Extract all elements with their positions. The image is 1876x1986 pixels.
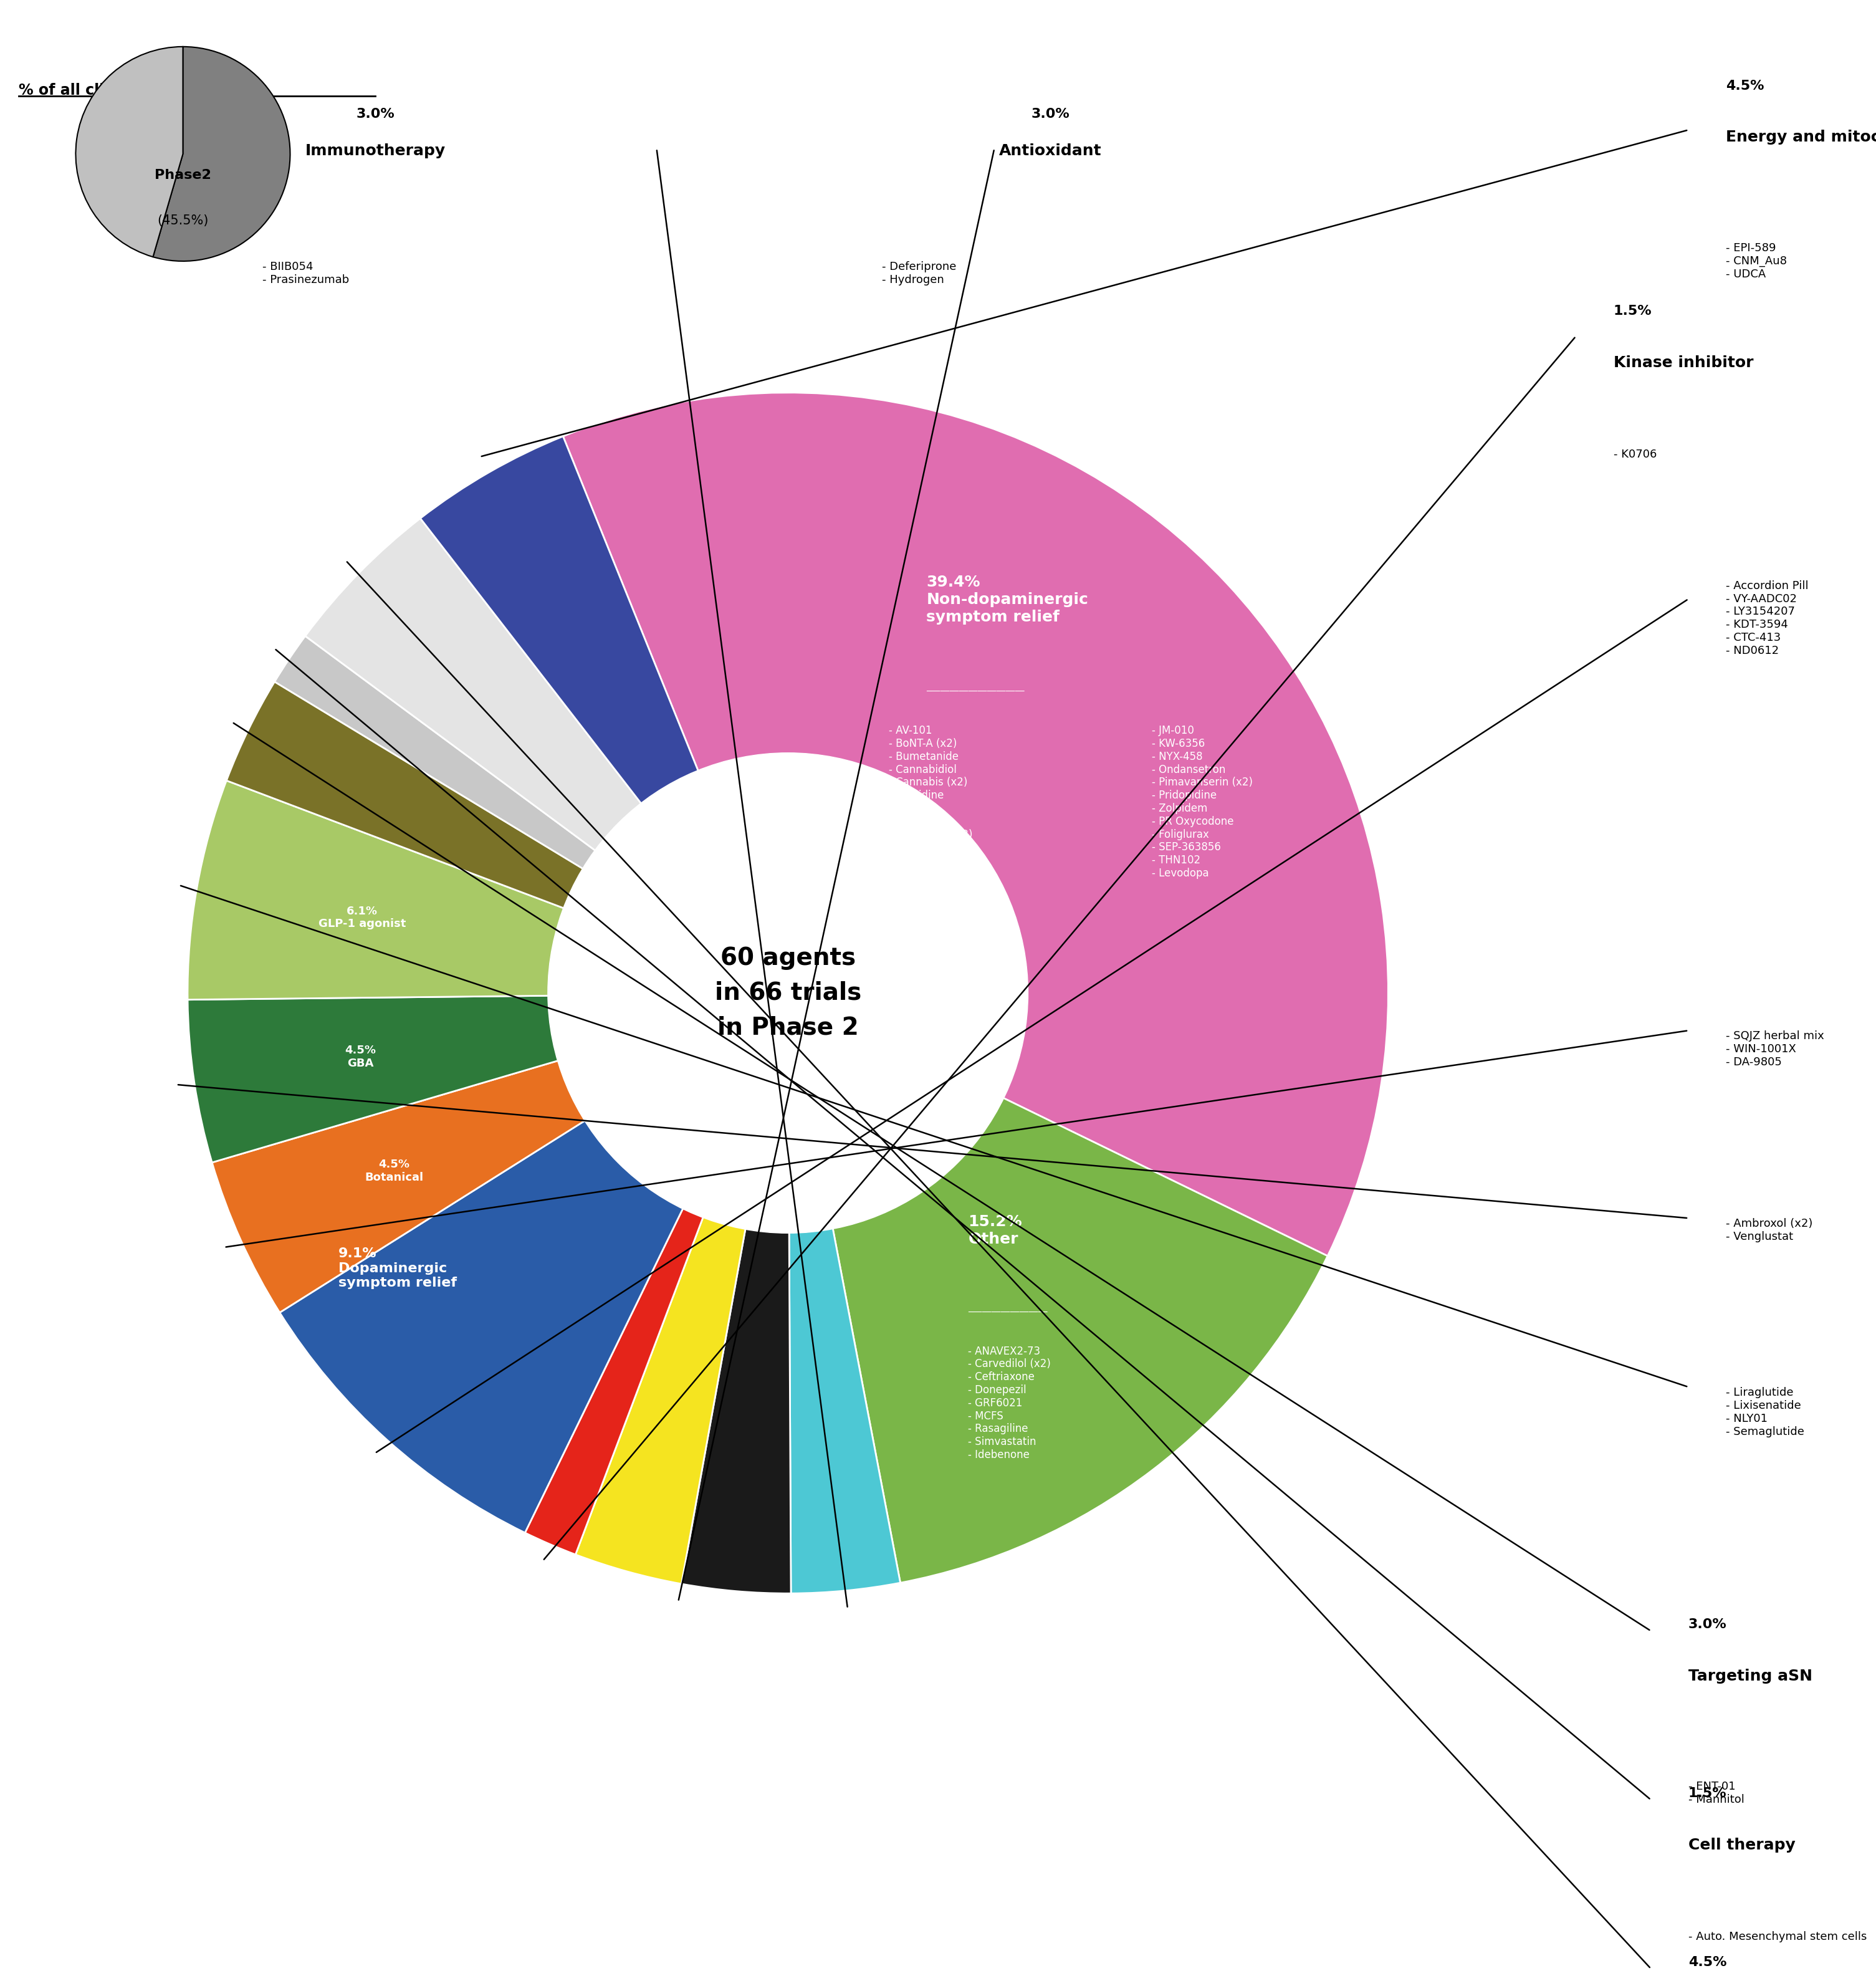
Wedge shape xyxy=(274,636,788,993)
Wedge shape xyxy=(188,780,788,999)
Text: 9.1%
Dopaminergic
symptom relief: 9.1% Dopaminergic symptom relief xyxy=(338,1247,456,1289)
Text: % of all clinical trials: % of all clinical trials xyxy=(19,83,191,97)
Text: 3.0%: 3.0% xyxy=(356,107,394,121)
Wedge shape xyxy=(525,993,788,1555)
Text: 1.5%: 1.5% xyxy=(1688,1787,1726,1799)
Text: - AV-101
- BoNT-A (x2)
- Bumetanide
- Cannabidiol
- Cannabis (x2)
- Clonidine
- : - AV-101 - BoNT-A (x2) - Bumetanide - Ca… xyxy=(889,725,972,852)
Text: ─────────────────: ───────────────── xyxy=(968,1309,1047,1317)
Text: 6.1%
GLP-1 agonist: 6.1% GLP-1 agonist xyxy=(319,906,405,929)
Text: - ENT-01
- Mannitol: - ENT-01 - Mannitol xyxy=(1688,1781,1745,1805)
Wedge shape xyxy=(788,993,900,1593)
Text: - EPI-589
- CNM_Au8
- UDCA: - EPI-589 - CNM_Au8 - UDCA xyxy=(1726,242,1788,280)
Text: Phase2: Phase2 xyxy=(154,169,212,181)
Wedge shape xyxy=(563,393,1388,1255)
Wedge shape xyxy=(681,993,792,1593)
Text: - JM-010
- KW-6356
- NYX-458
- Ondansetron
- Pimavanserin (x2)
- Pridopidine
- Z: - JM-010 - KW-6356 - NYX-458 - Ondansetr… xyxy=(1152,725,1253,880)
Text: 4.5%: 4.5% xyxy=(1688,1956,1726,1968)
Wedge shape xyxy=(306,518,788,993)
Text: - SQJZ herbal mix
- WIN-1001X
- DA-9805: - SQJZ herbal mix - WIN-1001X - DA-9805 xyxy=(1726,1031,1823,1068)
Text: 3.0%: 3.0% xyxy=(1032,107,1069,121)
Wedge shape xyxy=(788,993,1328,1583)
Text: 39.4%
Non-dopaminergic
symptom relief: 39.4% Non-dopaminergic symptom relief xyxy=(927,576,1088,624)
Text: - Accordion Pill
- VY-AADC02
- LY3154207
- KDT-3594
- CTC-413
- ND0612: - Accordion Pill - VY-AADC02 - LY3154207… xyxy=(1726,580,1808,655)
Text: Energy and mitochondria: Energy and mitochondria xyxy=(1726,129,1876,145)
Wedge shape xyxy=(75,46,184,256)
Text: Antioxidant: Antioxidant xyxy=(1000,143,1101,159)
Wedge shape xyxy=(188,993,788,1162)
Text: - Auto. Mesenchymal stem cells: - Auto. Mesenchymal stem cells xyxy=(1688,1930,1867,1942)
Wedge shape xyxy=(154,46,291,260)
Text: - Ambroxol (x2)
- Venglustat: - Ambroxol (x2) - Venglustat xyxy=(1726,1217,1812,1243)
Text: ─────────────────────: ───────────────────── xyxy=(927,687,1024,695)
Text: - ANAVEX2-73
- Carvedilol (x2)
- Ceftriaxone
- Donepezil
- GRF6021
- MCFS
- Rasa: - ANAVEX2-73 - Carvedilol (x2) - Ceftria… xyxy=(968,1347,1051,1460)
Circle shape xyxy=(548,753,1028,1233)
Wedge shape xyxy=(576,993,788,1585)
Text: Targeting aSN: Targeting aSN xyxy=(1688,1668,1812,1684)
Wedge shape xyxy=(420,437,788,993)
Text: (45.5%): (45.5%) xyxy=(158,214,208,226)
Text: 4.5%
GBA: 4.5% GBA xyxy=(345,1045,375,1068)
Wedge shape xyxy=(212,993,788,1313)
Wedge shape xyxy=(280,993,788,1533)
Text: - K0706: - K0706 xyxy=(1613,449,1657,461)
Text: 4.5%: 4.5% xyxy=(1726,79,1763,93)
Text: Cell therapy: Cell therapy xyxy=(1688,1837,1795,1853)
Text: 1.5%: 1.5% xyxy=(1613,306,1651,318)
Text: Immunotherapy: Immunotherapy xyxy=(306,143,445,159)
Text: 3.0%: 3.0% xyxy=(1688,1619,1728,1631)
Text: 4.5%
Botanical: 4.5% Botanical xyxy=(364,1158,424,1184)
Text: - BIIB054
- Prasinezumab: - BIIB054 - Prasinezumab xyxy=(263,262,349,286)
Text: - Liraglutide
- Lixisenatide
- NLY01
- Semaglutide: - Liraglutide - Lixisenatide - NLY01 - S… xyxy=(1726,1386,1805,1438)
Text: 15.2%
Other: 15.2% Other xyxy=(968,1213,1022,1247)
Wedge shape xyxy=(227,681,788,993)
Text: 60 agents
in 66 trials
in Phase 2: 60 agents in 66 trials in Phase 2 xyxy=(715,945,861,1041)
Text: Kinase inhibitor: Kinase inhibitor xyxy=(1613,355,1754,369)
Text: - Deferiprone
- Hydrogen: - Deferiprone - Hydrogen xyxy=(882,262,957,286)
